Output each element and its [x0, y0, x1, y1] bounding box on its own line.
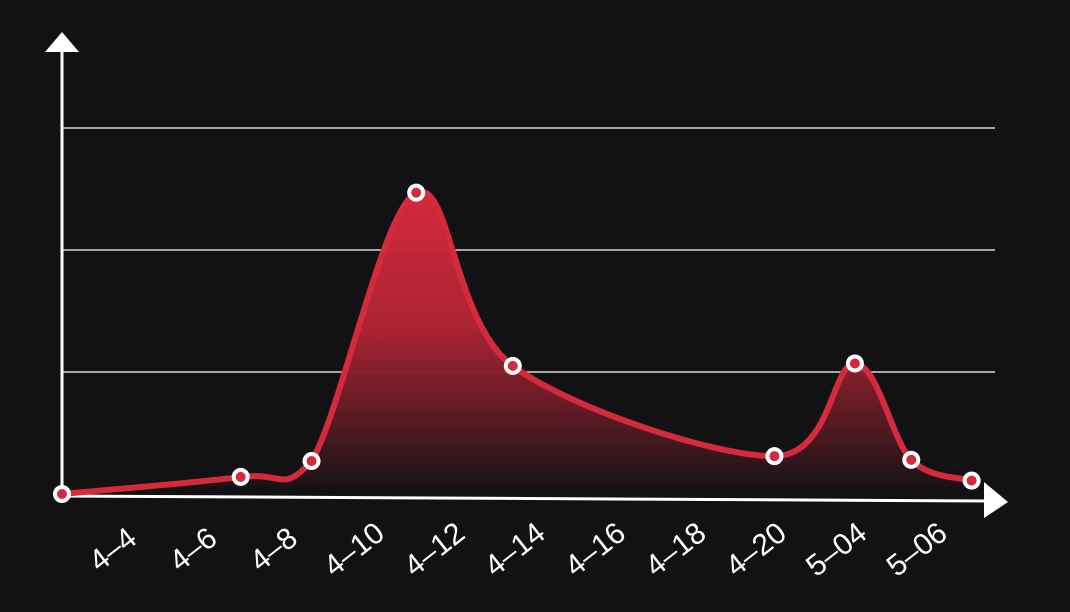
- data-point: [845, 354, 864, 373]
- data-point: [765, 447, 784, 466]
- data-point: [53, 485, 71, 503]
- x-tick-label: 4–20: [720, 516, 793, 583]
- x-tick-label: 4–6: [164, 521, 224, 578]
- data-point-dot: [411, 187, 422, 198]
- x-tick-label: 4–14: [479, 516, 552, 583]
- axes: [45, 32, 1008, 518]
- x-tick-label: 4–18: [639, 516, 712, 583]
- data-point: [407, 183, 426, 202]
- x-tick-label: 4–4: [83, 521, 143, 578]
- x-axis-arrow-icon: [984, 482, 1008, 518]
- y-axis-arrow-icon: [45, 32, 79, 52]
- x-tick-label: 4–12: [398, 516, 471, 583]
- data-point: [231, 467, 250, 486]
- grid-lines: [62, 127, 995, 373]
- data-point-dot: [966, 475, 977, 486]
- area-fill-layer: [62, 191, 972, 495]
- data-point-dot: [906, 454, 917, 465]
- x-axis-line: [61, 494, 991, 503]
- data-point: [503, 356, 522, 375]
- data-point: [302, 452, 321, 471]
- series-line: [59, 188, 975, 497]
- data-point-dot: [507, 360, 518, 371]
- x-tick-label: 5–04: [800, 516, 873, 583]
- series-area: [62, 191, 972, 495]
- data-point-dot: [306, 456, 317, 467]
- data-point: [902, 450, 921, 469]
- series-line-layer: [59, 188, 975, 497]
- x-tick-label: 5–06: [881, 516, 954, 583]
- data-point-dot: [849, 358, 860, 369]
- markers: [53, 183, 981, 503]
- x-tick-label: 4–8: [244, 521, 304, 578]
- data-point-dot: [57, 489, 67, 499]
- data-point-dot: [235, 471, 246, 482]
- x-tick-label: 4–10: [318, 516, 391, 583]
- data-point: [962, 471, 981, 490]
- x-tick-labels: 4–4 4–6 4–8 4–10 4–12 4–14 4–16 4–18 4–20 5–04 5–0…: [83, 516, 953, 583]
- data-point-dot: [769, 451, 780, 462]
- x-tick-label: 4–16: [559, 516, 632, 583]
